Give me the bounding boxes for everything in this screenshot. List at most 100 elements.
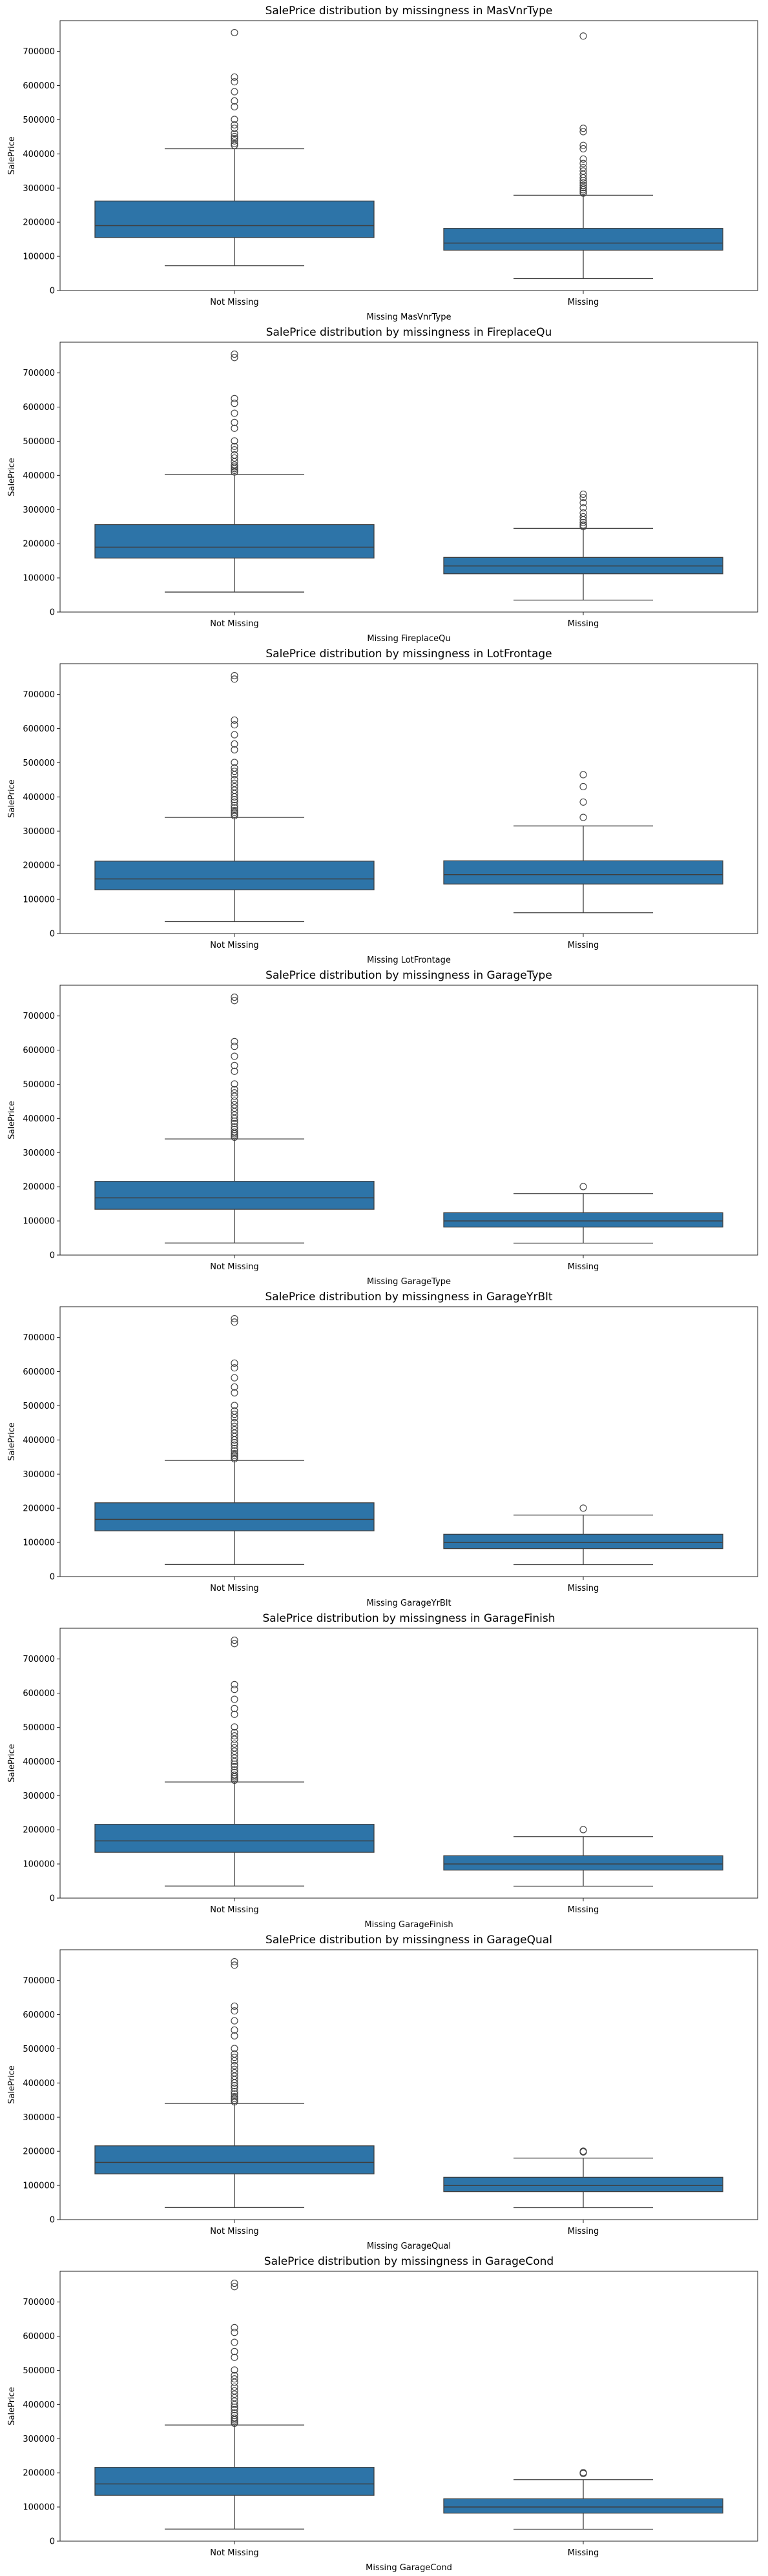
outlier-point xyxy=(579,518,587,526)
outlier-point xyxy=(231,2032,238,2039)
outlier-point xyxy=(231,461,238,469)
outlier-point xyxy=(231,775,238,783)
outlier-point xyxy=(231,771,238,779)
y-tick-label: 100000 xyxy=(23,2182,55,2191)
outlier-point xyxy=(231,802,238,810)
y-tick-label: 300000 xyxy=(23,1470,55,1480)
y-tick-label: 100000 xyxy=(23,895,55,905)
x-tick-label: Missing xyxy=(568,2548,599,2558)
outlier-point xyxy=(231,2002,238,2010)
outlier-point xyxy=(231,2283,238,2291)
y-tick-label: 500000 xyxy=(23,1723,55,1733)
outlier-point xyxy=(231,121,238,128)
y-tick-label: 300000 xyxy=(23,1792,55,1801)
outlier-point xyxy=(231,671,238,680)
outlier-point xyxy=(231,1389,238,1396)
outlier-point xyxy=(579,1183,587,1191)
outlier-point xyxy=(579,184,587,192)
iqr-box xyxy=(443,860,723,884)
outlier-point xyxy=(231,782,238,791)
outlier-point xyxy=(231,2061,238,2069)
outlier-point xyxy=(231,1773,238,1781)
box-not-missing xyxy=(94,993,375,1243)
outlier-point xyxy=(231,1768,238,1776)
y-tick-label: 700000 xyxy=(23,1976,55,1986)
y-tick-label: 600000 xyxy=(23,724,55,734)
outlier-point xyxy=(579,186,587,194)
outlier-point xyxy=(231,451,238,459)
outlier-point xyxy=(231,1052,238,1060)
x-tick-label: Not Missing xyxy=(210,1905,258,1915)
outlier-point xyxy=(231,442,238,450)
outlier-point xyxy=(231,125,238,132)
box-not-missing xyxy=(94,1314,375,1565)
outlier-point xyxy=(579,181,587,189)
chart-panel-7: SalePrice distribution by missingness in… xyxy=(7,1934,758,2251)
outlier-point xyxy=(231,1318,238,1326)
outlier-point xyxy=(231,1119,238,1127)
outlier-point xyxy=(231,2366,238,2374)
box-not-missing xyxy=(94,2279,375,2530)
outlier-point xyxy=(231,354,238,362)
box-not-missing xyxy=(94,350,375,593)
outlier-point xyxy=(231,2329,238,2336)
y-tick-label: 100000 xyxy=(23,252,55,262)
outlier-point xyxy=(231,806,238,815)
box-missing xyxy=(443,490,723,601)
outlier-point xyxy=(231,1043,238,1050)
outlier-point xyxy=(231,1455,238,1463)
y-tick-label: 200000 xyxy=(23,1826,55,1835)
outlier-point xyxy=(231,418,238,426)
y-axis-label: SalePrice xyxy=(7,1422,17,1461)
y-tick-label: 100000 xyxy=(23,1217,55,1227)
outlier-point xyxy=(231,2279,238,2287)
outlier-point xyxy=(231,2416,238,2424)
outlier-point xyxy=(231,1123,238,1131)
outlier-point xyxy=(231,2409,238,2417)
outlier-point xyxy=(231,1766,238,1774)
outlier-point xyxy=(579,521,587,529)
y-tick-label: 400000 xyxy=(23,1436,55,1446)
outlier-point xyxy=(231,790,238,797)
outlier-point xyxy=(231,394,238,402)
outlier-point xyxy=(231,2094,238,2102)
outlier-point xyxy=(231,993,238,1001)
outlier-point xyxy=(231,808,238,816)
y-tick-label: 300000 xyxy=(23,1149,55,1158)
y-tick-label: 500000 xyxy=(23,116,55,125)
outlier-point xyxy=(231,2057,238,2065)
outlier-point xyxy=(231,1085,238,1093)
outlier-point xyxy=(231,88,238,96)
outlier-point xyxy=(231,2079,238,2087)
y-tick-label: 0 xyxy=(50,287,55,296)
y-tick-label: 500000 xyxy=(23,437,55,447)
box-missing xyxy=(443,1504,723,1566)
outlier-point xyxy=(231,2054,238,2061)
y-axis-label: SalePrice xyxy=(7,2387,17,2426)
outlier-point xyxy=(231,134,238,143)
chart-title: SalePrice distribution by missingness in… xyxy=(265,5,553,17)
box-missing xyxy=(443,32,723,280)
y-tick-label: 0 xyxy=(50,2537,55,2547)
x-tick-label: Not Missing xyxy=(210,298,258,307)
x-tick-label: Missing xyxy=(568,941,599,950)
outlier-point xyxy=(231,768,238,775)
y-tick-label: 600000 xyxy=(23,1046,55,1056)
outlier-point xyxy=(231,786,238,794)
outlier-point xyxy=(231,400,238,407)
outlier-point xyxy=(231,1728,238,1736)
outlier-point xyxy=(579,145,587,152)
x-tick-label: Not Missing xyxy=(210,1262,258,1272)
y-tick-label: 400000 xyxy=(23,471,55,481)
outlier-point xyxy=(231,1364,238,1372)
x-axis-label: Missing GarageCond xyxy=(366,2563,452,2573)
outlier-point xyxy=(231,1111,238,1119)
outlier-point xyxy=(231,1133,238,1141)
outlier-point xyxy=(231,468,238,476)
outlier-point xyxy=(231,1374,238,1382)
x-tick-label: Missing xyxy=(568,619,599,629)
outlier-point xyxy=(231,1383,238,1391)
outlier-point xyxy=(579,141,587,149)
outlier-point xyxy=(231,465,238,473)
